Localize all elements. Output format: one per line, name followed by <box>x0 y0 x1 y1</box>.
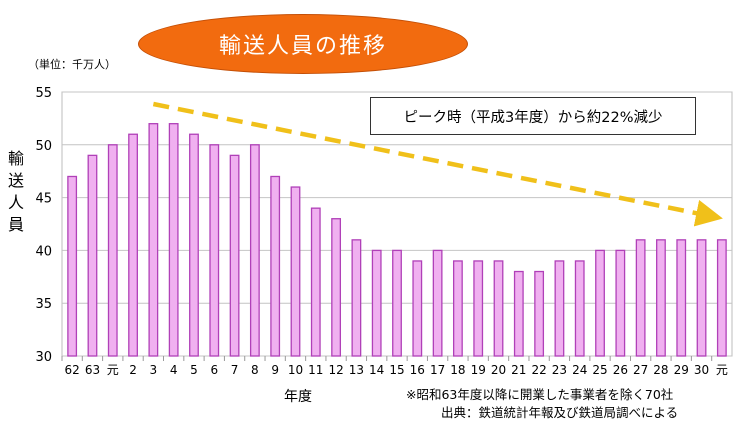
bar <box>371 249 382 357</box>
chart-title: 輸送人員の推移 <box>138 14 468 74</box>
bar <box>148 123 159 357</box>
bar <box>67 175 78 357</box>
x-tick-label: 10 <box>288 363 303 377</box>
bar <box>128 133 138 357</box>
x-tick-label: 25 <box>592 363 607 377</box>
bar <box>656 239 666 357</box>
x-tick-label: 11 <box>308 363 323 377</box>
bar <box>249 144 260 357</box>
x-tick-label: 元 <box>107 363 119 377</box>
x-tick-label: 28 <box>653 363 668 377</box>
y-axis-title-char: 員 <box>7 215 24 234</box>
exclusion-note: ※昭和63年度以降に開業した事業者を除く70社 <box>406 387 674 402</box>
x-tick-label: 15 <box>389 363 404 377</box>
x-tick-label: 62 <box>65 363 80 377</box>
x-tick-label: 2 <box>129 363 137 377</box>
x-tick-label: 18 <box>450 363 465 377</box>
bar <box>107 144 118 357</box>
bar <box>209 144 220 357</box>
decline-callout: ピーク時（平成3年度）から約22%減少 <box>370 97 696 135</box>
bar <box>290 186 301 357</box>
bar <box>310 207 321 357</box>
x-tick-label: 21 <box>511 363 526 377</box>
y-tick-label: 55 <box>35 86 52 101</box>
x-tick-label: 24 <box>572 363 587 377</box>
x-tick-label: 22 <box>531 363 546 377</box>
x-tick-label: 16 <box>410 363 425 377</box>
bar <box>168 123 179 357</box>
bar <box>270 175 281 357</box>
y-tick-label: 50 <box>35 139 52 154</box>
y-tick-label: 30 <box>35 350 52 365</box>
x-axis-title: 年度 <box>284 389 312 405</box>
x-tick-label: 13 <box>349 363 364 377</box>
bar <box>189 133 199 357</box>
bar <box>392 249 402 357</box>
unit-label: （単位：千万人） <box>28 58 116 71</box>
x-tick-label: 9 <box>271 363 279 377</box>
bar <box>229 154 240 357</box>
x-tick-label: 19 <box>471 363 486 377</box>
x-tick-label: 29 <box>674 363 689 377</box>
y-tick-label: 40 <box>35 244 52 259</box>
x-tick-label: 63 <box>85 363 100 377</box>
chart-title-text: 輸送人員の推移 <box>218 34 387 59</box>
y-tick-label: 45 <box>35 192 52 207</box>
x-tick-label: 8 <box>251 363 259 377</box>
x-tick-label: 3 <box>150 363 158 377</box>
y-axis-title: 輸送人員 <box>6 148 26 236</box>
y-axis-title-char: 送 <box>7 171 24 190</box>
x-tick-label: 26 <box>613 363 628 377</box>
bar <box>473 260 484 357</box>
x-tick-label: 7 <box>231 363 239 377</box>
bar <box>452 260 463 357</box>
x-tick-label: 27 <box>633 363 648 377</box>
bar <box>87 154 98 357</box>
x-tick-label: 元 <box>716 363 728 377</box>
bar <box>554 260 565 357</box>
bar <box>412 260 423 357</box>
y-axis-title-char: 輸 <box>7 149 24 168</box>
bar <box>351 239 362 357</box>
bar <box>493 260 504 357</box>
x-tick-label: 17 <box>430 363 445 377</box>
x-tick-label: 14 <box>369 363 384 377</box>
bar <box>615 249 626 357</box>
bar <box>696 239 707 357</box>
x-tick-label: 23 <box>552 363 567 377</box>
bar <box>676 239 687 357</box>
x-tick-label: 30 <box>694 363 709 377</box>
bar <box>331 218 342 357</box>
y-tick-label: 35 <box>35 297 52 312</box>
bar <box>534 270 545 357</box>
x-tick-label: 20 <box>491 363 506 377</box>
bar <box>574 260 585 357</box>
source-note: 出典：鉄道統計年報及び鉄道局調べによる <box>441 405 679 420</box>
bar <box>432 249 443 357</box>
bar <box>595 249 605 357</box>
bar <box>635 239 646 357</box>
x-tick-label: 6 <box>210 363 218 377</box>
x-tick-label: 12 <box>328 363 343 377</box>
bar <box>716 239 727 357</box>
x-tick-label: 5 <box>190 363 198 377</box>
y-axis-title-char: 人 <box>7 193 24 212</box>
bar <box>513 270 524 357</box>
trend-arrow <box>152 101 723 227</box>
x-tick-label: 4 <box>170 363 178 377</box>
